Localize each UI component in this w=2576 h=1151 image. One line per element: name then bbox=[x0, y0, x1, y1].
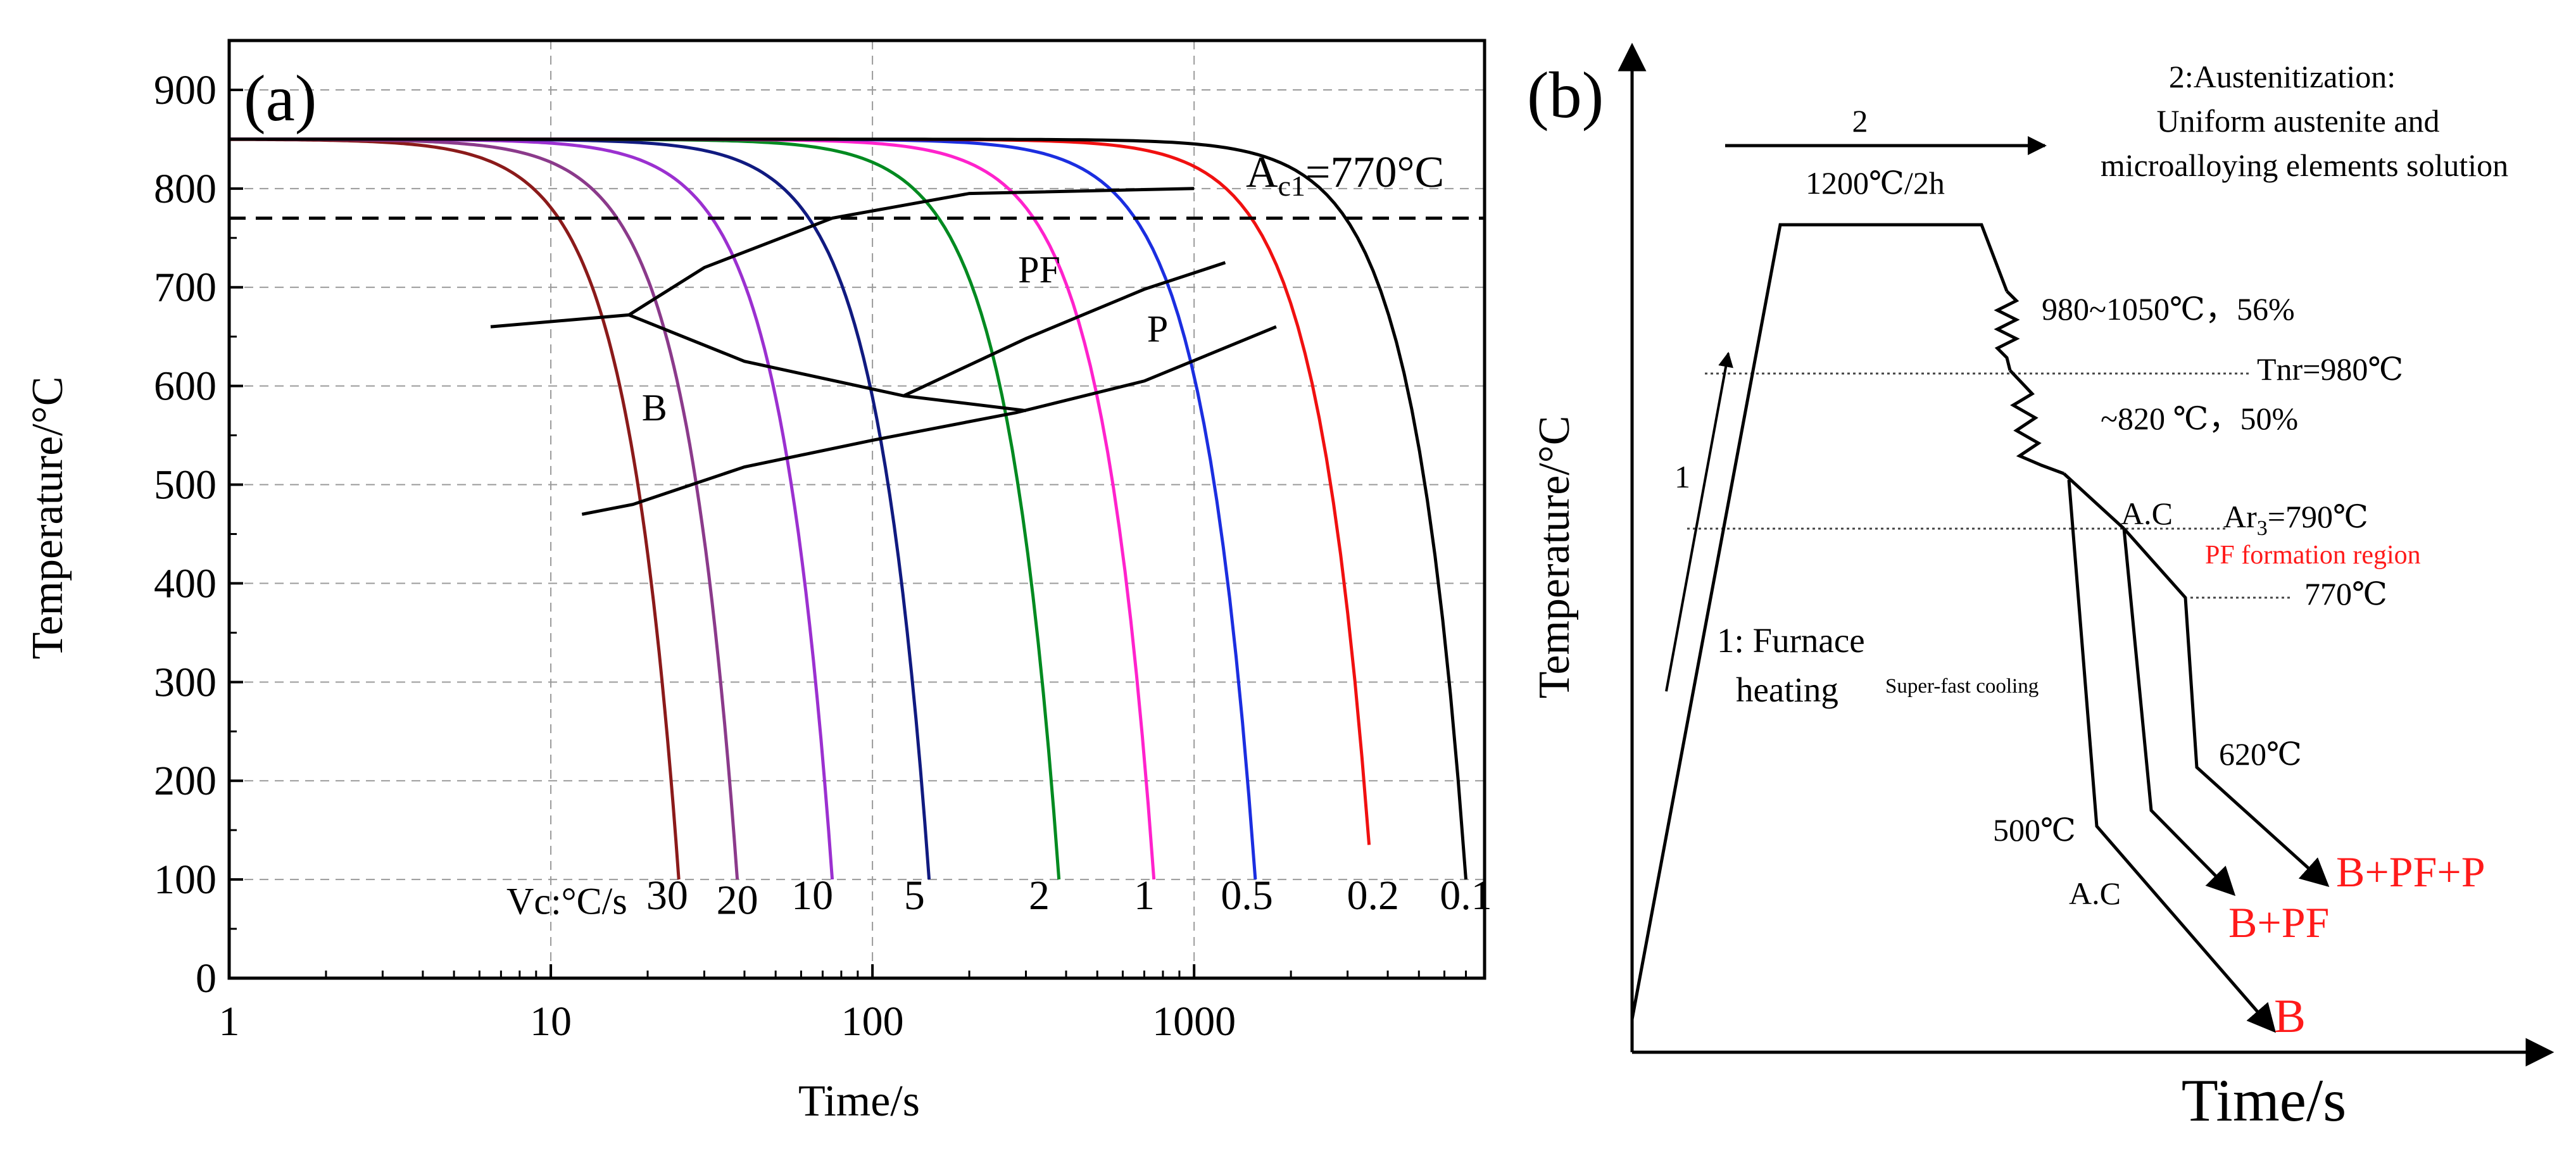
t500-label: 500℃ bbox=[1993, 812, 2076, 848]
x-axis-ticks: 1 10 100 1000 bbox=[219, 964, 1486, 1045]
panel-b-process-diagram: (b) Time/s Temperature/°C 2 2:Austenitiz… bbox=[1527, 42, 2554, 1134]
result-bpfp-label: B+PF+P bbox=[2336, 848, 2485, 896]
vc-prefix-label: Vc:°C/s bbox=[506, 881, 627, 922]
rate-label-10: 10 bbox=[791, 872, 833, 919]
region-label-pf: PF bbox=[1018, 249, 1060, 291]
cooling-curve-10 bbox=[229, 137, 834, 880]
ac-upper-label: A.C bbox=[2121, 496, 2173, 531]
region-label-b: B bbox=[642, 387, 667, 429]
region-label-p: P bbox=[1147, 308, 1168, 349]
y-tick-label: 100 bbox=[154, 857, 217, 903]
b-x-axis-label: Time/s bbox=[2182, 1067, 2347, 1134]
rate-label-2: 2 bbox=[1029, 872, 1050, 919]
t770-label: 770℃ bbox=[2304, 576, 2387, 612]
step2-number: 2 bbox=[1852, 103, 1868, 139]
cooling-curves bbox=[229, 137, 1467, 880]
cooling-curve-0.2 bbox=[229, 137, 1371, 845]
y-tick-label: 700 bbox=[154, 265, 217, 311]
tnr-label: Tnr=980℃ bbox=[2257, 351, 2403, 387]
y-axis-label: Temperature/°C bbox=[23, 377, 72, 660]
step1-number: 1 bbox=[1674, 459, 1690, 494]
y-tick-label: 800 bbox=[154, 166, 217, 212]
rate-label-0.2: 0.2 bbox=[1347, 872, 1400, 919]
rough-rolling-zigzag bbox=[1994, 290, 2020, 371]
y-axis-ticks: 0 100 200 300 400 500 600 700 800 900 bbox=[154, 67, 243, 1002]
cooling-curve-0.5 bbox=[229, 137, 1257, 880]
rate-label-1: 1 bbox=[1134, 872, 1155, 919]
cooling-curve-0.1 bbox=[229, 137, 1467, 880]
cooling-curve-1 bbox=[229, 137, 1156, 880]
result-bpf-label: B+PF bbox=[2228, 898, 2329, 947]
x-tick-label: 100 bbox=[841, 998, 904, 1045]
phase-boundary-4 bbox=[581, 325, 1277, 516]
phase-boundaries bbox=[490, 187, 1277, 516]
cooling-to-ar3 bbox=[2063, 472, 2125, 530]
x-tick-label: 10 bbox=[530, 998, 572, 1045]
t620-label: 620℃ bbox=[2219, 736, 2302, 772]
result-b-label: B bbox=[2274, 990, 2306, 1043]
step2-title: 2:Austenitization: bbox=[2169, 59, 2396, 94]
y-tick-label: 400 bbox=[154, 560, 217, 607]
x-tick-label: 1 bbox=[219, 998, 240, 1045]
plot-frame bbox=[227, 39, 1486, 980]
furnace-line2: heating bbox=[1736, 670, 1838, 709]
step2-line3: microalloying elements solution bbox=[2101, 148, 2508, 183]
cooling-curve-20 bbox=[229, 137, 739, 880]
heating-and-hold-path bbox=[1630, 223, 2009, 1020]
rate-label-5: 5 bbox=[904, 872, 925, 919]
rate-label-20: 20 bbox=[717, 877, 758, 924]
phase-boundary-3 bbox=[903, 261, 1226, 398]
heating-arrow bbox=[1665, 351, 1733, 692]
x-axis-label: Time/s bbox=[798, 1077, 920, 1126]
phase-boundary-2 bbox=[628, 313, 1026, 413]
x-tick-label: 1000 bbox=[1152, 998, 1236, 1045]
path-to-bpfp bbox=[2123, 527, 2330, 888]
panel-a-label: (a) bbox=[244, 62, 317, 135]
ac1-reference-line: Ac1=770°C bbox=[229, 148, 1485, 220]
ac-lower-label: A.C bbox=[2069, 876, 2121, 911]
finish-rolling-zigzag bbox=[2009, 369, 2064, 475]
super-fast-cooling-label: Super-fast cooling bbox=[1885, 675, 2039, 698]
finish-rolling-label: ~820 ℃，50% bbox=[2101, 401, 2298, 436]
step2-line2: Uniform austenite and bbox=[2156, 103, 2439, 139]
path-to-b bbox=[2067, 479, 2276, 1033]
rough-rolling-label: 980~1050℃，56% bbox=[2042, 291, 2295, 327]
b-y-axis-label: Temperature/°C bbox=[1530, 416, 1579, 699]
panel-b-label: (b) bbox=[1527, 59, 1604, 132]
y-tick-label: 200 bbox=[154, 758, 217, 804]
phase-boundary-1 bbox=[490, 187, 1195, 329]
pf-formation-region-label: PF formation region bbox=[2205, 541, 2421, 570]
path-to-bpf bbox=[2122, 528, 2236, 896]
y-tick-label: 600 bbox=[154, 363, 217, 410]
ac1-label: Ac1=770°C bbox=[1246, 148, 1444, 202]
y-tick-label: 500 bbox=[154, 462, 217, 508]
furnace-line1: 1: Furnace bbox=[1717, 621, 1865, 660]
y-tick-label: 900 bbox=[154, 67, 217, 113]
rate-label-0.5: 0.5 bbox=[1221, 872, 1273, 919]
y-tick-label: 0 bbox=[196, 955, 217, 1002]
hold-label: 1200℃/2h bbox=[1806, 165, 1945, 201]
ar3-label: Ar3=790℃ bbox=[2223, 499, 2368, 540]
cooling-curve-2 bbox=[229, 137, 1061, 880]
rate-label-30: 30 bbox=[646, 872, 688, 919]
y-tick-label: 300 bbox=[154, 659, 217, 705]
